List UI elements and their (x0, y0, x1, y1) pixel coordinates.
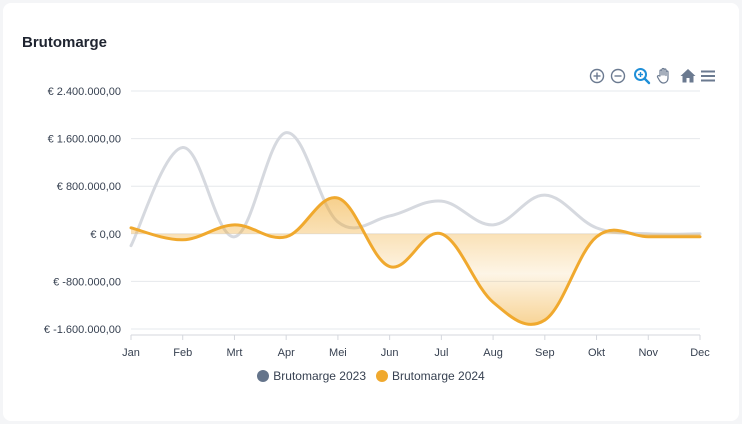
legend-marker-2023 (257, 370, 270, 382)
x-tick-label: Jun (381, 347, 399, 359)
zoom-select-icon[interactable] (632, 66, 652, 86)
y-tick-label: € -1.600.000,00 (44, 324, 121, 336)
x-tick-label: Apr (278, 347, 295, 359)
zoom-in-icon[interactable] (588, 66, 608, 86)
series-area-2024 (131, 197, 700, 325)
pan-hand-icon[interactable] (654, 66, 674, 86)
x-tick-label: Aug (483, 347, 503, 359)
legend-item-2024[interactable]: Brutomarge 2024 (376, 369, 485, 383)
x-tick-label: Nov (638, 347, 658, 359)
series-line-2024 (129, 196, 702, 326)
y-tick-label: € 1.600.000,00 (48, 134, 121, 146)
y-tick-label: € 0,00 (90, 229, 121, 241)
chart-title: Brutomarge (22, 34, 108, 51)
y-tick-label: € 2.400.000,00 (48, 86, 121, 98)
zoom-out-icon[interactable] (609, 66, 629, 86)
home-reset-icon[interactable] (678, 66, 698, 86)
x-tick-label: Jan (122, 347, 140, 359)
x-tick-label: Feb (173, 347, 192, 359)
legend-label-2023: Brutomarge 2023 (273, 369, 366, 383)
x-tick-label: Jul (434, 347, 448, 359)
x-tick-label: Sep (535, 347, 555, 359)
series-line-2023 (129, 131, 702, 248)
x-tick-label: Mrt (227, 347, 243, 359)
y-tick-label: € -800.000,00 (53, 276, 121, 288)
x-tick-label: Mei (329, 347, 347, 359)
legend-item-2023[interactable]: Brutomarge 2023 (257, 369, 366, 383)
legend-marker-2024 (376, 370, 388, 382)
y-tick-label: € 800.000,00 (57, 181, 121, 193)
x-tick-label: Okt (588, 347, 605, 359)
menu-icon[interactable] (698, 66, 718, 86)
chart-legend: Brutomarge 2023 Brutomarge 2024 (3, 369, 739, 383)
x-tick-label: Dec (690, 347, 710, 359)
chart-area: € 2.400.000,00 € 1.600.000,00 € 800.000,00… (44, 86, 710, 359)
chart-card: Brutomarge € 2.400.000,00 € 1.600.000,00 €… (3, 3, 739, 421)
legend-label-2024: Brutomarge 2024 (392, 369, 485, 383)
